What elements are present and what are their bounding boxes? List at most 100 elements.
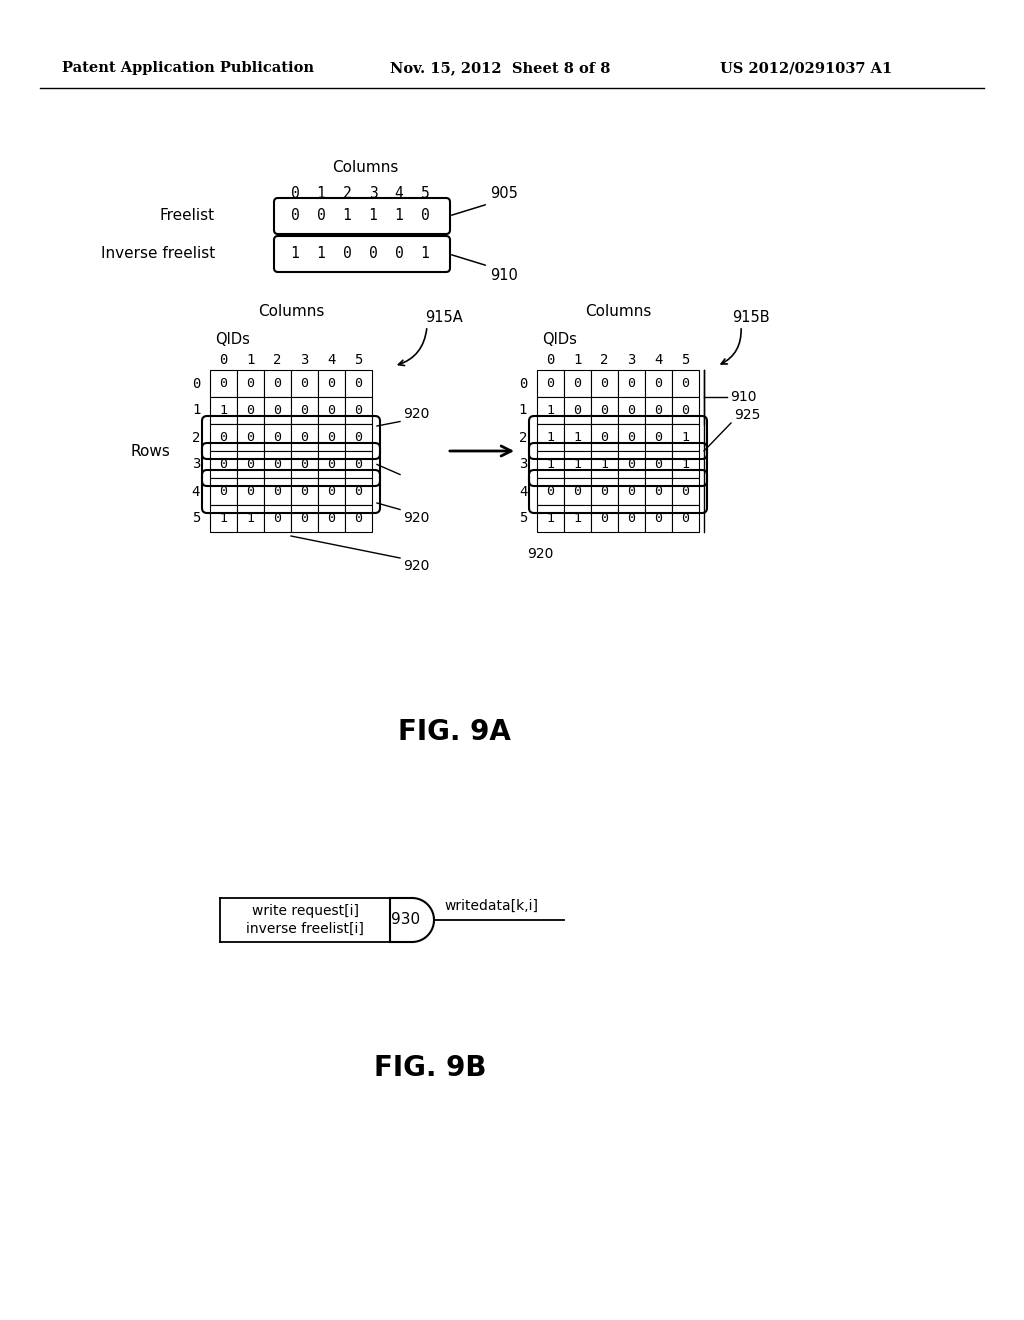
Text: 0: 0 xyxy=(328,458,336,471)
Text: 0: 0 xyxy=(343,247,351,261)
Text: 0: 0 xyxy=(654,432,663,444)
Text: QIDs: QIDs xyxy=(215,333,250,347)
Bar xyxy=(591,451,618,478)
Text: Freelist: Freelist xyxy=(160,209,215,223)
Text: 0: 0 xyxy=(573,378,582,389)
Text: 0: 0 xyxy=(628,512,636,525)
Text: 0: 0 xyxy=(247,484,255,498)
Text: 1: 1 xyxy=(343,209,351,223)
Text: 0: 0 xyxy=(354,458,362,471)
Text: 0: 0 xyxy=(654,512,663,525)
Bar xyxy=(291,478,318,506)
Bar xyxy=(210,397,237,424)
Text: 4: 4 xyxy=(654,352,663,367)
Bar xyxy=(345,506,372,532)
Text: 0: 0 xyxy=(219,458,227,471)
Bar xyxy=(210,478,237,506)
Text: FIG. 9A: FIG. 9A xyxy=(398,718,511,746)
Text: 0: 0 xyxy=(328,378,336,389)
Text: 1: 1 xyxy=(547,458,555,471)
Bar xyxy=(537,478,564,506)
Text: 0: 0 xyxy=(273,432,282,444)
Bar xyxy=(537,451,564,478)
Text: 1: 1 xyxy=(421,247,429,261)
Text: Columns: Columns xyxy=(585,305,651,319)
Text: 0: 0 xyxy=(247,432,255,444)
FancyBboxPatch shape xyxy=(274,236,450,272)
Text: 3: 3 xyxy=(191,458,200,471)
Text: 0: 0 xyxy=(600,512,608,525)
Text: 0: 0 xyxy=(600,378,608,389)
Text: 0: 0 xyxy=(328,404,336,417)
Text: 0: 0 xyxy=(682,512,689,525)
Bar xyxy=(672,451,699,478)
Text: 1: 1 xyxy=(247,512,255,525)
Bar xyxy=(618,370,645,397)
Text: Rows: Rows xyxy=(130,444,170,458)
Text: 1: 1 xyxy=(219,512,227,525)
Text: 5: 5 xyxy=(191,511,200,525)
Text: 0: 0 xyxy=(300,484,308,498)
Bar xyxy=(591,370,618,397)
FancyBboxPatch shape xyxy=(274,198,450,234)
Bar xyxy=(564,451,591,478)
Bar xyxy=(618,424,645,451)
Text: 3: 3 xyxy=(369,186,378,201)
Text: 0: 0 xyxy=(273,378,282,389)
Text: 1: 1 xyxy=(682,432,689,444)
Text: 0: 0 xyxy=(273,458,282,471)
Bar xyxy=(645,397,672,424)
Text: 0: 0 xyxy=(354,404,362,417)
Text: 0: 0 xyxy=(300,432,308,444)
Text: Inverse freelist: Inverse freelist xyxy=(100,247,215,261)
Text: 2: 2 xyxy=(273,352,282,367)
Text: 920: 920 xyxy=(527,546,553,561)
Bar xyxy=(537,506,564,532)
Text: 0: 0 xyxy=(300,512,308,525)
Text: 1: 1 xyxy=(682,458,689,471)
Text: 1: 1 xyxy=(291,247,299,261)
Bar xyxy=(672,424,699,451)
Text: 0: 0 xyxy=(682,404,689,417)
Text: 0: 0 xyxy=(273,404,282,417)
Bar xyxy=(345,397,372,424)
Bar xyxy=(237,506,264,532)
Text: 925: 925 xyxy=(734,408,761,422)
Text: 0: 0 xyxy=(219,352,227,367)
Text: 0: 0 xyxy=(654,378,663,389)
Text: 915A: 915A xyxy=(425,310,463,326)
Text: 1: 1 xyxy=(316,186,326,201)
Text: 1: 1 xyxy=(573,512,582,525)
Text: 3: 3 xyxy=(628,352,636,367)
Text: 5: 5 xyxy=(519,511,527,525)
Text: 905: 905 xyxy=(490,186,518,202)
Text: 2: 2 xyxy=(191,430,200,445)
Text: 0: 0 xyxy=(328,484,336,498)
Bar xyxy=(564,370,591,397)
Text: 1: 1 xyxy=(547,512,555,525)
Text: 0: 0 xyxy=(354,484,362,498)
Text: 0: 0 xyxy=(354,432,362,444)
Text: 1: 1 xyxy=(247,352,255,367)
Bar xyxy=(264,397,291,424)
Text: write request[i]: write request[i] xyxy=(252,904,358,917)
Text: 0: 0 xyxy=(628,458,636,471)
Text: 0: 0 xyxy=(628,484,636,498)
Text: 0: 0 xyxy=(328,512,336,525)
Bar xyxy=(318,451,345,478)
Bar xyxy=(210,451,237,478)
Bar xyxy=(672,506,699,532)
Text: 0: 0 xyxy=(600,432,608,444)
Text: 910: 910 xyxy=(490,268,518,284)
Bar xyxy=(345,478,372,506)
Text: 1: 1 xyxy=(547,404,555,417)
Text: 0: 0 xyxy=(219,432,227,444)
Text: 0: 0 xyxy=(573,404,582,417)
Text: 0: 0 xyxy=(628,378,636,389)
Bar xyxy=(645,370,672,397)
Bar xyxy=(291,397,318,424)
Bar xyxy=(645,451,672,478)
Text: 0: 0 xyxy=(328,432,336,444)
Text: 0: 0 xyxy=(273,512,282,525)
Bar xyxy=(591,478,618,506)
